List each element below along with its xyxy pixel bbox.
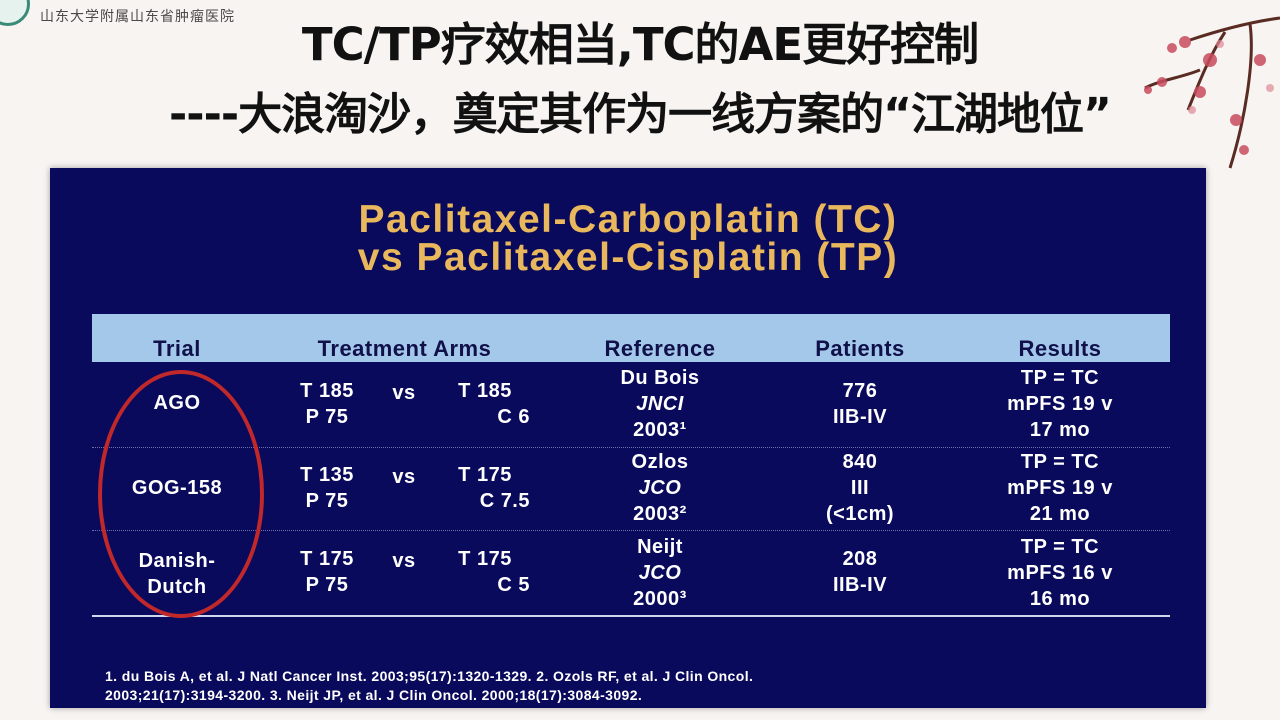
slide-title-line1: Paclitaxel-Carboplatin (TC) [358, 198, 898, 241]
patients-count: 208 [842, 548, 878, 570]
hospital-logo: 山东大学附属山东省肿瘤医院 [0, 0, 270, 30]
footnote-line2: 2003;21(17):3194-3200. 3. Neijt JP, et a… [105, 687, 643, 703]
vs-label: vs [392, 550, 416, 572]
arm-left-line2: P 75 [305, 406, 349, 428]
result-line3: 17 mo [1029, 419, 1091, 441]
patients-count: 776 [842, 380, 878, 402]
result-line2: mPFS 19 v [1007, 393, 1113, 415]
reference-year: 2003² [633, 503, 687, 525]
arm-left-line2: P 75 [305, 574, 349, 596]
reference-year: 2000³ [633, 588, 687, 610]
row-divider [92, 447, 1170, 448]
page-subtitle: ----大浪淘沙，奠定其作为一线方案的“江湖地位” [169, 89, 1112, 140]
result-line3: 21 mo [1029, 503, 1091, 525]
plum-blossom-decoration [1144, 16, 1280, 169]
reference-author: Ozlos [631, 451, 689, 473]
column-header-treatment-arms: Treatment Arms [317, 336, 492, 361]
reference-year: 2003¹ [633, 419, 687, 441]
hospital-name: 山东大学附属山东省肿瘤医院 [40, 9, 235, 25]
reference-journal: JCO [638, 477, 682, 499]
arm-left-line1: T 175 [300, 548, 354, 570]
table-header-bar [92, 314, 1170, 362]
footnote-line1: 1. du Bois A, et al. J Natl Cancer Inst.… [105, 668, 754, 684]
column-header-patients: Patients [815, 336, 905, 361]
column-header-reference: Reference [604, 336, 716, 361]
patients-count: 840 [842, 451, 878, 473]
arm-right-line1: T 175 [458, 548, 512, 570]
reference-journal: JNCI [636, 393, 684, 415]
patients-residual: (<1cm) [825, 503, 895, 525]
arm-right-line2: C 7.5 [479, 490, 530, 512]
table-bottom-rule [92, 615, 1170, 617]
vs-label: vs [392, 466, 416, 488]
page-title: TC/TP疗效相当,TC的AE更好控制 [301, 18, 979, 71]
patients-stage: IIB-IV [832, 406, 888, 428]
result-line1: TP = TC [1020, 536, 1100, 558]
result-line1: TP = TC [1020, 451, 1100, 473]
slide-title-line2: vs Paclitaxel-Cisplatin (TP) [357, 236, 899, 279]
arm-left-line1: T 135 [300, 464, 354, 486]
references-footnote: 1. du Bois A, et al. J Natl Cancer Inst.… [105, 667, 753, 705]
reference-author: Neijt [637, 536, 683, 558]
arm-left-line1: T 185 [300, 380, 354, 402]
row-divider [92, 530, 1170, 531]
arm-right-line2: C 5 [497, 574, 530, 596]
result-line3: 16 mo [1029, 588, 1091, 610]
arm-right-line2: C 6 [497, 406, 530, 428]
column-header-results: Results [1018, 336, 1102, 361]
result-line1: TP = TC [1020, 367, 1100, 389]
reference-author: Du Bois [620, 367, 700, 389]
patients-stage: III [850, 477, 870, 499]
column-header-trial: Trial [153, 336, 201, 361]
arm-left-line2: P 75 [305, 490, 349, 512]
arm-right-line1: T 175 [458, 464, 512, 486]
patients-stage: IIB-IV [832, 574, 888, 596]
result-line2: mPFS 16 v [1007, 562, 1113, 584]
vs-label: vs [392, 382, 416, 404]
arm-right-line1: T 185 [458, 380, 512, 402]
result-line2: mPFS 19 v [1007, 477, 1113, 499]
reference-journal: JCO [638, 562, 682, 584]
trial-highlight-oval [98, 370, 264, 618]
